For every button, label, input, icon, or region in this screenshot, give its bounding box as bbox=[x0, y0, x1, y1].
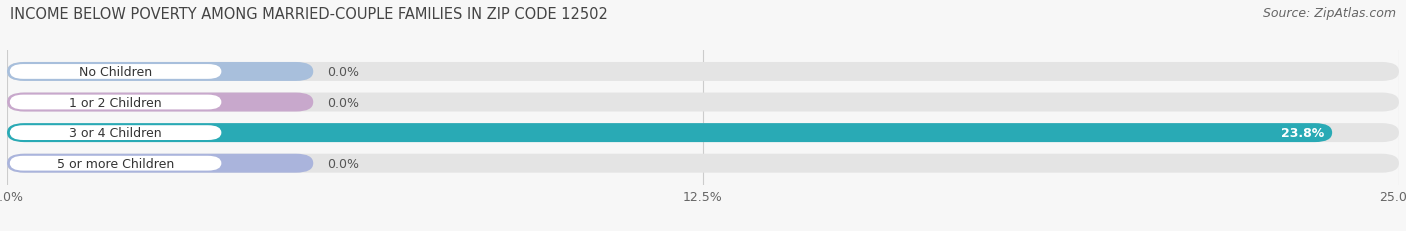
Text: INCOME BELOW POVERTY AMONG MARRIED-COUPLE FAMILIES IN ZIP CODE 12502: INCOME BELOW POVERTY AMONG MARRIED-COUPL… bbox=[10, 7, 607, 22]
FancyBboxPatch shape bbox=[10, 126, 221, 140]
Text: 0.0%: 0.0% bbox=[328, 96, 359, 109]
FancyBboxPatch shape bbox=[7, 154, 1399, 173]
Text: 0.0%: 0.0% bbox=[328, 66, 359, 79]
FancyBboxPatch shape bbox=[7, 93, 1399, 112]
Text: No Children: No Children bbox=[79, 66, 152, 79]
FancyBboxPatch shape bbox=[7, 124, 1331, 143]
FancyBboxPatch shape bbox=[7, 154, 314, 173]
Text: 23.8%: 23.8% bbox=[1281, 127, 1324, 140]
FancyBboxPatch shape bbox=[7, 124, 1399, 143]
Text: 0.0%: 0.0% bbox=[328, 157, 359, 170]
FancyBboxPatch shape bbox=[7, 63, 314, 82]
FancyBboxPatch shape bbox=[10, 65, 221, 79]
Text: 3 or 4 Children: 3 or 4 Children bbox=[69, 127, 162, 140]
FancyBboxPatch shape bbox=[7, 63, 1399, 82]
Text: 5 or more Children: 5 or more Children bbox=[58, 157, 174, 170]
FancyBboxPatch shape bbox=[7, 93, 314, 112]
Text: Source: ZipAtlas.com: Source: ZipAtlas.com bbox=[1263, 7, 1396, 20]
FancyBboxPatch shape bbox=[10, 156, 221, 171]
Text: 1 or 2 Children: 1 or 2 Children bbox=[69, 96, 162, 109]
FancyBboxPatch shape bbox=[10, 95, 221, 110]
